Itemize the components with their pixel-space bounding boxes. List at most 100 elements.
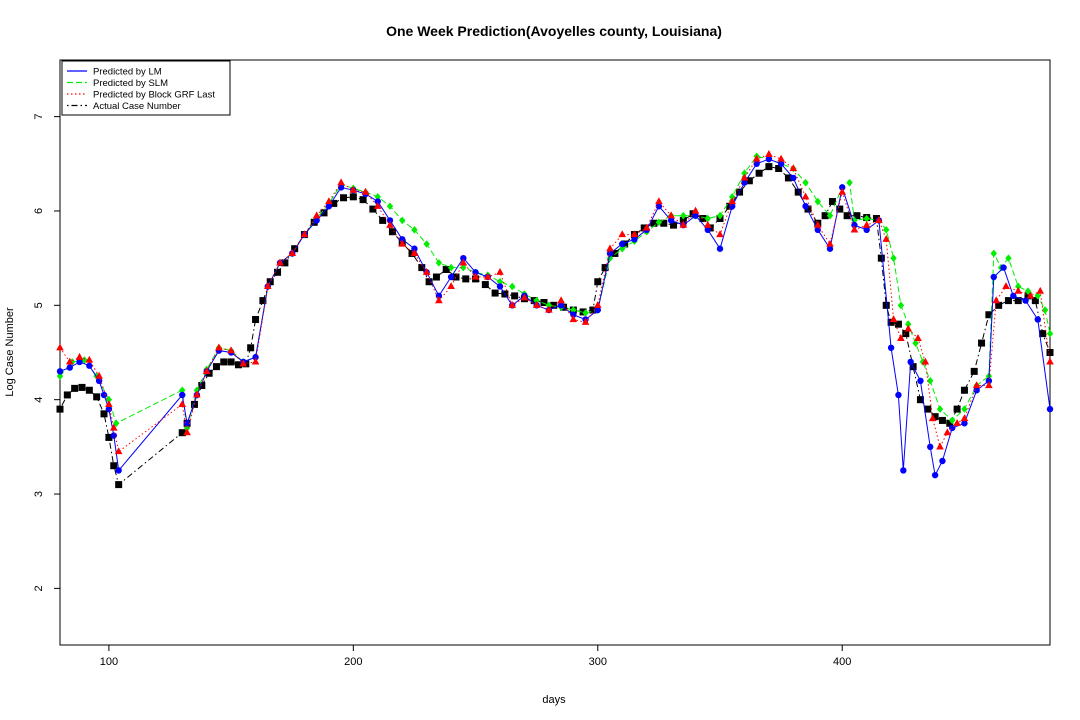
point-predicted-by-block-grf-last (337, 178, 345, 186)
point-predicted-by-block-grf-last (960, 414, 969, 422)
point-predicted-by-block-grf-last (215, 343, 223, 351)
point-predicted-by-slm (729, 193, 736, 201)
point-actual-case-number (259, 297, 267, 305)
y-tick-label: 4 (33, 397, 45, 403)
point-predicted-by-slm (851, 216, 858, 225)
point-predicted-by-block-grf-last (75, 352, 84, 360)
point-predicted-by-block-grf-last (728, 197, 737, 205)
point-actual-case-number (1039, 330, 1047, 338)
point-predicted-by-lm (619, 240, 626, 248)
point-actual-case-number (491, 289, 499, 297)
legend-label: Actual Case Number (93, 101, 181, 112)
point-actual-case-number (56, 405, 64, 413)
point-actual-case-number (794, 188, 802, 196)
point-actual-case-number (765, 163, 773, 171)
point-predicted-by-block-grf-last (483, 272, 492, 280)
point-predicted-by-block-grf-last (239, 359, 248, 367)
point-predicted-by-block-grf-last (1014, 286, 1023, 294)
point-actual-case-number (388, 228, 396, 236)
point-predicted-by-block-grf-last (862, 220, 871, 228)
point-predicted-by-lm (460, 254, 467, 262)
point-predicted-by-slm (936, 405, 944, 413)
point-predicted-by-lm (704, 226, 711, 234)
point-predicted-by-lm (606, 250, 614, 257)
point-predicted-by-block-grf-last (813, 220, 822, 228)
point-predicted-by-slm (113, 419, 120, 428)
point-predicted-by-block-grf-last (914, 334, 922, 341)
point-actual-case-number (432, 273, 440, 281)
legend-label: Predicted by SLM (93, 78, 168, 89)
point-predicted-by-block-grf-last (288, 249, 297, 257)
point-predicted-by-block-grf-last (972, 381, 981, 389)
point-predicted-by-slm (802, 178, 809, 187)
point-predicted-by-block-grf-last (777, 154, 785, 162)
point-actual-case-number (660, 219, 668, 227)
point-actual-case-number (425, 278, 433, 286)
y-axis: 2 3 4 5 6 7 (33, 114, 60, 591)
point-predicted-by-block-grf-last (921, 357, 930, 365)
point-predicted-by-block-grf-last (985, 381, 993, 389)
point-actual-case-number (320, 209, 328, 217)
point-predicted-by-block-grf-last (642, 223, 651, 231)
point-actual-case-number (894, 320, 902, 328)
point-predicted-by-slm (741, 169, 748, 178)
point-actual-case-number (804, 205, 812, 213)
point-predicted-by-slm (1046, 329, 1054, 338)
point-actual-case-number (946, 419, 954, 427)
point-predicted-by-slm (927, 377, 934, 385)
point-predicted-by-lm (765, 155, 773, 163)
point-predicted-by-lm (887, 344, 895, 351)
point-predicted-by-slm (704, 214, 711, 223)
point-predicted-by-block-grf-last (85, 355, 94, 363)
point-predicted-by-block-grf-last (300, 230, 309, 238)
point-actual-case-number (71, 384, 79, 392)
point-actual-case-number (178, 429, 186, 437)
point-predicted-by-slm (619, 244, 626, 253)
point-actual-case-number (1031, 297, 1039, 305)
point-actual-case-number (359, 196, 367, 204)
point-predicted-by-slm (961, 405, 968, 413)
point-predicted-by-block-grf-last (349, 185, 358, 193)
point-predicted-by-lm (95, 377, 103, 385)
point-actual-case-number (601, 264, 609, 272)
point-predicted-by-slm (509, 282, 516, 291)
point-actual-case-number (679, 216, 687, 224)
point-predicted-by-slm (1005, 254, 1012, 262)
point-predicted-by-slm (990, 249, 997, 258)
point-predicted-by-lm (931, 471, 939, 479)
point-predicted-by-lm (447, 273, 455, 281)
point-actual-case-number (821, 212, 829, 220)
point-actual-case-number (330, 199, 338, 207)
point-predicted-by-block-grf-last (193, 390, 201, 398)
point-actual-case-number (418, 264, 426, 272)
point-predicted-by-block-grf-last (520, 293, 529, 301)
point-predicted-by-block-grf-last (691, 206, 700, 214)
point-predicted-by-slm (81, 356, 88, 364)
point-actual-case-number (755, 169, 763, 177)
point-predicted-by-slm (460, 263, 467, 272)
y-axis-label: Log Case Number (4, 307, 16, 397)
point-predicted-by-block-grf-last (752, 154, 761, 162)
point-predicted-by-slm (399, 216, 406, 225)
point-predicted-by-block-grf-last (826, 239, 834, 247)
point-predicted-by-block-grf-last (361, 187, 370, 195)
point-actual-case-number (452, 273, 460, 281)
point-actual-case-number (1014, 297, 1022, 305)
point-predicted-by-lm (337, 184, 345, 191)
point-actual-case-number (1004, 297, 1012, 305)
point-actual-case-number (853, 212, 861, 220)
point-actual-case-number (550, 301, 558, 309)
y-tick-label: 2 (33, 585, 45, 591)
point-predicted-by-slm (949, 416, 956, 425)
point-predicted-by-lm (863, 226, 870, 234)
point-predicted-by-slm (423, 240, 430, 248)
point-predicted-by-lm (939, 457, 946, 465)
point-predicted-by-block-grf-last (897, 334, 905, 341)
point-predicted-by-lm (961, 420, 968, 427)
point-predicted-by-slm (570, 306, 577, 314)
point-predicted-by-lm (472, 269, 479, 276)
point-predicted-by-block-grf-last (422, 267, 431, 275)
point-actual-case-number (960, 386, 968, 394)
point-predicted-by-block-grf-last (679, 220, 688, 228)
